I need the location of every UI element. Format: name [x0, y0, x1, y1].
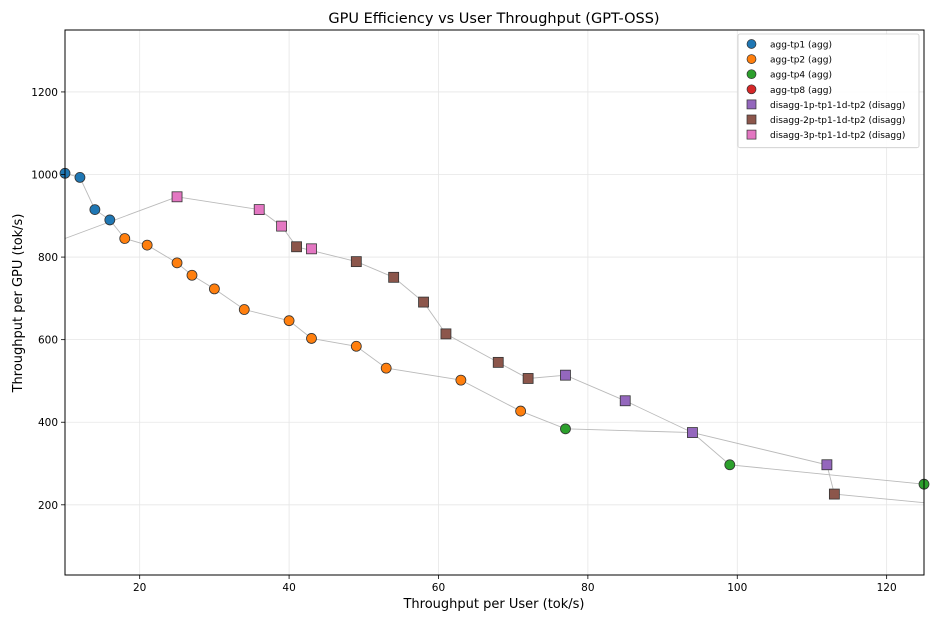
- legend-label: disagg-3p-tp1-1d-tp2 (disagg): [770, 131, 905, 141]
- data-point-square: [821, 459, 833, 471]
- data-point-circle: [186, 269, 198, 281]
- legend-marker-square: [746, 129, 757, 140]
- data-point-circle: [89, 204, 101, 216]
- legend-marker-circle: [746, 69, 757, 80]
- data-point-square: [440, 328, 452, 340]
- data-point-circle: [283, 315, 295, 327]
- y-tick-label: 400: [38, 417, 58, 429]
- data-point-circle: [515, 405, 527, 417]
- y-tick-label: 600: [38, 335, 58, 347]
- x-tick-label: 40: [282, 582, 295, 594]
- legend-label: disagg-2p-tp1-1d-tp2 (disagg): [770, 116, 905, 126]
- x-tick-label: 100: [727, 582, 747, 594]
- frontier-line: [64, 196, 925, 504]
- data-point-square: [418, 296, 429, 308]
- data-point-square: [306, 243, 317, 255]
- data-point-circle: [119, 233, 131, 244]
- x-tick-label: 60: [432, 582, 445, 594]
- legend-label: disagg-1p-tp1-1d-tp2 (disagg): [770, 101, 905, 111]
- data-point-square: [560, 369, 571, 381]
- x-tick-label: 80: [581, 582, 594, 594]
- data-point-square: [171, 191, 183, 203]
- data-point-square: [350, 256, 362, 268]
- legend-label: agg-tp8 (agg): [770, 86, 832, 96]
- y-tick-label: 1000: [31, 170, 58, 182]
- data-point-circle: [74, 171, 86, 183]
- data-point-square: [492, 356, 504, 368]
- data-point-circle: [141, 239, 153, 251]
- legend-marker-circle: [746, 39, 757, 49]
- legend-label: agg-tp4 (agg): [770, 71, 832, 81]
- data-point-square: [253, 204, 265, 216]
- y-axis-ticks: 200 400 600 800 1000 1200: [31, 87, 65, 512]
- data-point-circle: [560, 423, 571, 435]
- plot-frame: [64, 29, 925, 576]
- x-tick-label: 120: [877, 582, 897, 594]
- data-point-square: [522, 373, 534, 384]
- data-point-circle: [455, 374, 467, 386]
- data-point-square: [687, 427, 698, 438]
- legend-marker-circle: [746, 84, 757, 95]
- legend-label: agg-tp2 (agg): [770, 56, 832, 66]
- y-tick-label: 800: [38, 252, 58, 264]
- data-point-square: [828, 488, 840, 500]
- legend-marker-square: [746, 114, 757, 125]
- legend-box: [737, 33, 920, 149]
- x-tick-label: 20: [133, 582, 146, 594]
- data-point-circle: [104, 214, 116, 226]
- data-point-square: [388, 271, 400, 283]
- y-tick-label: 200: [38, 500, 58, 512]
- data-point-square: [291, 241, 302, 253]
- x-axis-ticks: 20 40 60 80 100 120: [133, 575, 897, 594]
- data-point-square: [619, 395, 631, 407]
- data-point-circle: [306, 333, 317, 344]
- x-axis-label: Throughput per User (tok/s): [402, 597, 584, 612]
- data-point-circle: [724, 459, 736, 471]
- frontier-line: [64, 172, 925, 485]
- legend: agg-tp1 (agg) agg-tp2 (agg) agg-tp4 (agg) a…: [737, 33, 920, 149]
- legend-marker-square: [746, 99, 757, 110]
- data-point-circle: [171, 257, 183, 269]
- frontier-lines: [64, 172, 925, 504]
- legend-label: agg-tp1 (agg): [770, 41, 832, 51]
- data-point-circle: [350, 340, 362, 352]
- y-axis-label: Throughput per GPU (tok/s): [11, 214, 26, 394]
- chart-title: GPU Efficiency vs User Throughput (GPT-O…: [328, 11, 659, 27]
- data-points: [59, 167, 930, 500]
- legend-marker-circle: [746, 54, 757, 64]
- data-point-square: [276, 220, 288, 232]
- y-tick-label: 1200: [31, 87, 58, 99]
- data-point-circle: [238, 304, 250, 315]
- data-point-circle: [208, 283, 220, 295]
- data-point-circle: [380, 362, 392, 374]
